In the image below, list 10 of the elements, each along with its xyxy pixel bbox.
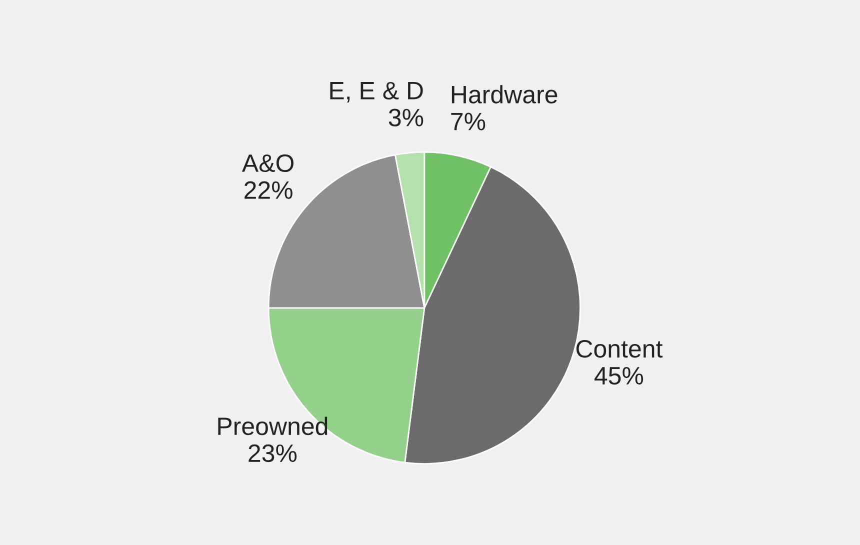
data-label: 23% <box>248 444 297 462</box>
slice-label: Content <box>576 340 663 358</box>
slice-label: E, E & D <box>330 82 423 102</box>
data-label: 7% <box>451 112 486 130</box>
slice-label: A&O <box>242 154 294 172</box>
data-label: 45% <box>594 367 644 385</box>
slice-label: Preowned <box>218 416 328 436</box>
data-label: 3% <box>388 108 424 126</box>
slice-label: Hardware <box>452 85 558 104</box>
data-label: 22% <box>244 181 292 199</box>
